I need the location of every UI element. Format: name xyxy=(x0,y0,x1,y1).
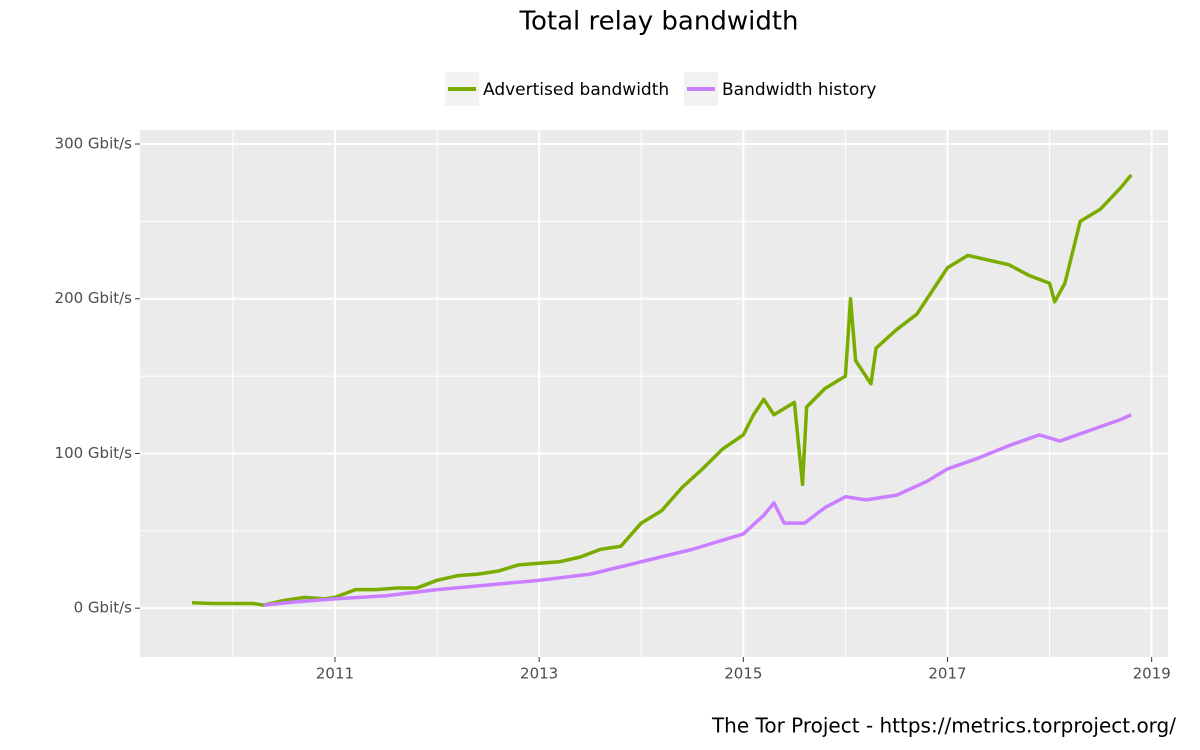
y-tick-label: 200 Gbit/s xyxy=(55,289,133,307)
x-tick-label: 2015 xyxy=(724,665,762,683)
panel xyxy=(140,130,1168,657)
chart-title: Total relay bandwidth xyxy=(519,7,799,37)
x-tick-label: 2017 xyxy=(928,665,966,683)
legend-label: Advertised bandwidth xyxy=(483,80,669,100)
y-tick-label: 100 Gbit/s xyxy=(55,444,133,462)
y-tick-label: 0 Gbit/s xyxy=(74,599,133,617)
legend-label: Bandwidth history xyxy=(722,80,876,100)
caption: The Tor Project - https://metrics.torpro… xyxy=(711,714,1176,738)
series-line xyxy=(263,413,1132,607)
series-line xyxy=(191,173,1133,607)
x-tick-label: 2013 xyxy=(520,665,558,683)
x-tick-label: 2011 xyxy=(316,665,354,683)
y-tick-label: 300 Gbit/s xyxy=(55,135,133,153)
x-tick-label: 2019 xyxy=(1133,665,1171,683)
